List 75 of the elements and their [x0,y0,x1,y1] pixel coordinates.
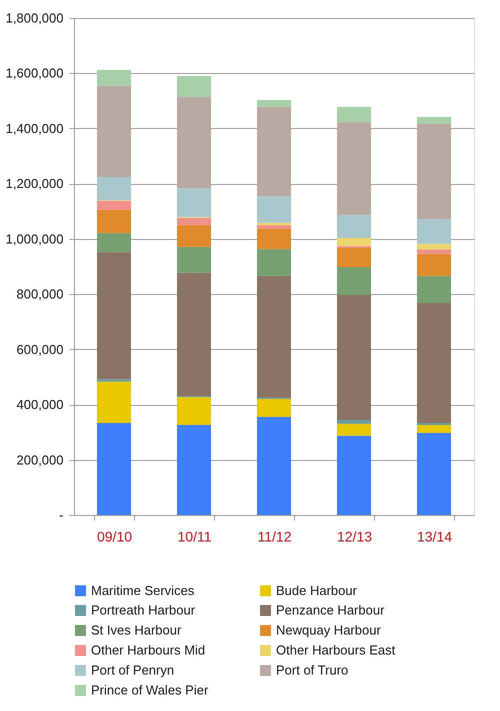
bar [417,116,451,124]
legend-label: Newquay Harbour [276,622,382,638]
bar [417,424,451,433]
bar [97,379,131,382]
y-tick-label: 1,600,000 [6,66,64,81]
bar [177,188,211,218]
bar [177,96,211,188]
bar [337,214,371,238]
bar [257,222,291,226]
bar [97,201,131,210]
bar [417,249,451,254]
bar [257,249,291,276]
legend-label: Other Harbours East [276,642,396,658]
bar [257,399,291,417]
x-tick-label: 12/13 [336,528,372,544]
bar [417,276,451,303]
bar [97,233,131,252]
bar [177,218,211,226]
bar [337,106,371,122]
bar [97,252,131,380]
bar [97,86,131,178]
bar [337,436,371,515]
bar [177,246,211,273]
bar [177,424,211,515]
legend-label: Prince of Wales Pier [91,682,209,698]
bar [97,423,131,515]
bar [257,225,291,229]
legend-label: Port of Truro [276,662,348,678]
bar [337,122,371,215]
legend-label: St Ives Harbour [91,622,182,638]
bar [97,177,131,200]
bar [97,70,131,86]
bar [177,76,211,97]
x-tick-label: 13/14 [416,528,452,544]
legend-label: Portreath Harbour [91,602,196,618]
legend-label: Maritime Services [91,582,195,598]
bar [417,124,451,220]
x-tick-label: 11/12 [258,528,292,544]
bar [177,272,211,396]
bar [337,420,371,424]
bar [257,228,291,250]
bar [177,225,211,247]
x-tick-label: 09/10 [96,528,132,544]
y-tick-label: 200,000 [16,452,64,468]
bar [337,294,371,420]
legend-label: Bude Harbour [276,582,358,598]
bar [417,302,451,424]
bar [337,424,371,436]
bar [337,238,371,246]
bar [417,244,451,250]
bar [177,397,211,425]
bar [257,196,291,223]
y-tick-label: 1,200,000 [6,176,64,192]
bar [257,106,291,196]
bar [97,210,131,234]
y-tick-label: 600,000 [16,342,64,357]
legend-label: Penzance Harbour [276,602,386,618]
y-tick-label: 1,000,000 [6,231,64,246]
y-tick-label: 800,000 [16,286,64,302]
bar [417,219,451,244]
bar [257,100,291,107]
y-tick-label: - [59,508,64,522]
bar [417,254,451,276]
bar [337,267,371,295]
y-tick-label: 1,400,000 [6,120,64,136]
legend-label: Port of Penryn [91,662,174,678]
legend-label: Other Harbours Mid [91,642,206,658]
bar [417,432,451,515]
bar [257,276,291,398]
y-tick-label: 1,800,000 [6,10,64,26]
bar [337,248,371,268]
bar [97,382,131,424]
bar [257,416,291,515]
x-tick-label: 10/11 [178,528,212,544]
y-tick-label: 400,000 [16,397,64,412]
